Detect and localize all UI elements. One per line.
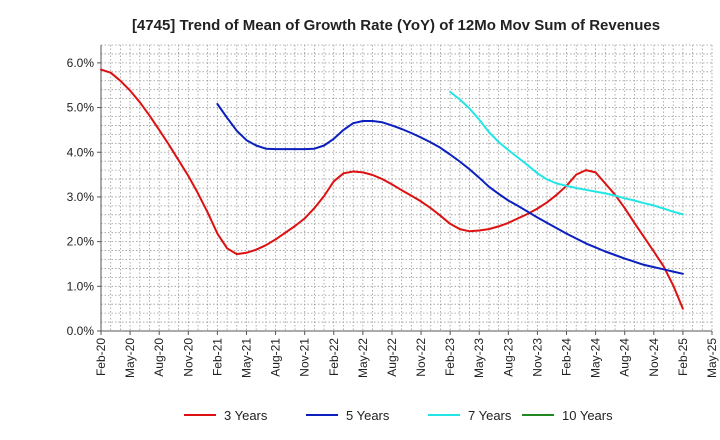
x-tick-label: Nov-20 bbox=[181, 338, 195, 377]
x-tick-label: Aug-21 bbox=[269, 338, 283, 377]
x-tick-label: Aug-20 bbox=[152, 338, 166, 377]
x-tick-label: Aug-23 bbox=[501, 338, 515, 377]
legend-label-7-years: 7 Years bbox=[468, 408, 512, 423]
x-tick-label: Feb-25 bbox=[676, 338, 690, 376]
legend-label-5-years: 5 Years bbox=[346, 408, 390, 423]
x-tick-label: May-21 bbox=[239, 338, 253, 378]
series-line-7-years bbox=[449, 90, 684, 216]
series-layer bbox=[100, 68, 684, 310]
x-tick-label: Feb-21 bbox=[210, 338, 224, 376]
y-tick-label: 1.0% bbox=[67, 279, 95, 293]
x-tick-label: Nov-23 bbox=[530, 338, 544, 377]
x-tick-label: Feb-20 bbox=[94, 338, 108, 376]
y-tick-label: 6.0% bbox=[67, 56, 95, 70]
y-tick-label: 2.0% bbox=[67, 235, 95, 249]
series-line-5-years bbox=[216, 103, 684, 275]
x-tick-label: Aug-24 bbox=[618, 338, 632, 377]
x-tick-label: May-23 bbox=[472, 338, 486, 378]
x-tick-label: Feb-24 bbox=[560, 338, 574, 376]
y-tick-label: 3.0% bbox=[67, 190, 95, 204]
series-line-3-years bbox=[100, 68, 684, 310]
grid-layer bbox=[100, 44, 713, 332]
axis-layer: 0.0% 1.0% 2.0% 3.0% 4.0% 5.0% 6.0% Feb-20 May-20… bbox=[67, 45, 719, 378]
x-tick-label: Nov-21 bbox=[298, 338, 312, 377]
x-tick-label: May-22 bbox=[356, 338, 370, 378]
x-tick-label: May-20 bbox=[123, 338, 137, 378]
y-tick-label: 5.0% bbox=[67, 101, 95, 115]
x-tick-label: May-24 bbox=[589, 338, 603, 378]
x-tick-label: Feb-23 bbox=[443, 338, 457, 376]
x-tick-label: Nov-22 bbox=[414, 338, 428, 377]
y-tick-label: 0.0% bbox=[67, 324, 95, 338]
x-tick-label: Feb-22 bbox=[327, 338, 341, 376]
legend-label-3-years: 3 Years bbox=[224, 408, 268, 423]
y-tick-label: 4.0% bbox=[67, 145, 95, 159]
x-tick-label: Aug-22 bbox=[385, 338, 399, 377]
x-tick-label: Nov-24 bbox=[647, 338, 661, 377]
legend: 3 Years 5 Years 7 Years 10 Years bbox=[184, 408, 613, 423]
chart-title: [4745] Trend of Mean of Growth Rate (YoY… bbox=[132, 17, 660, 34]
legend-label-10-years: 10 Years bbox=[562, 408, 613, 423]
x-tick-label: May-25 bbox=[705, 338, 719, 378]
